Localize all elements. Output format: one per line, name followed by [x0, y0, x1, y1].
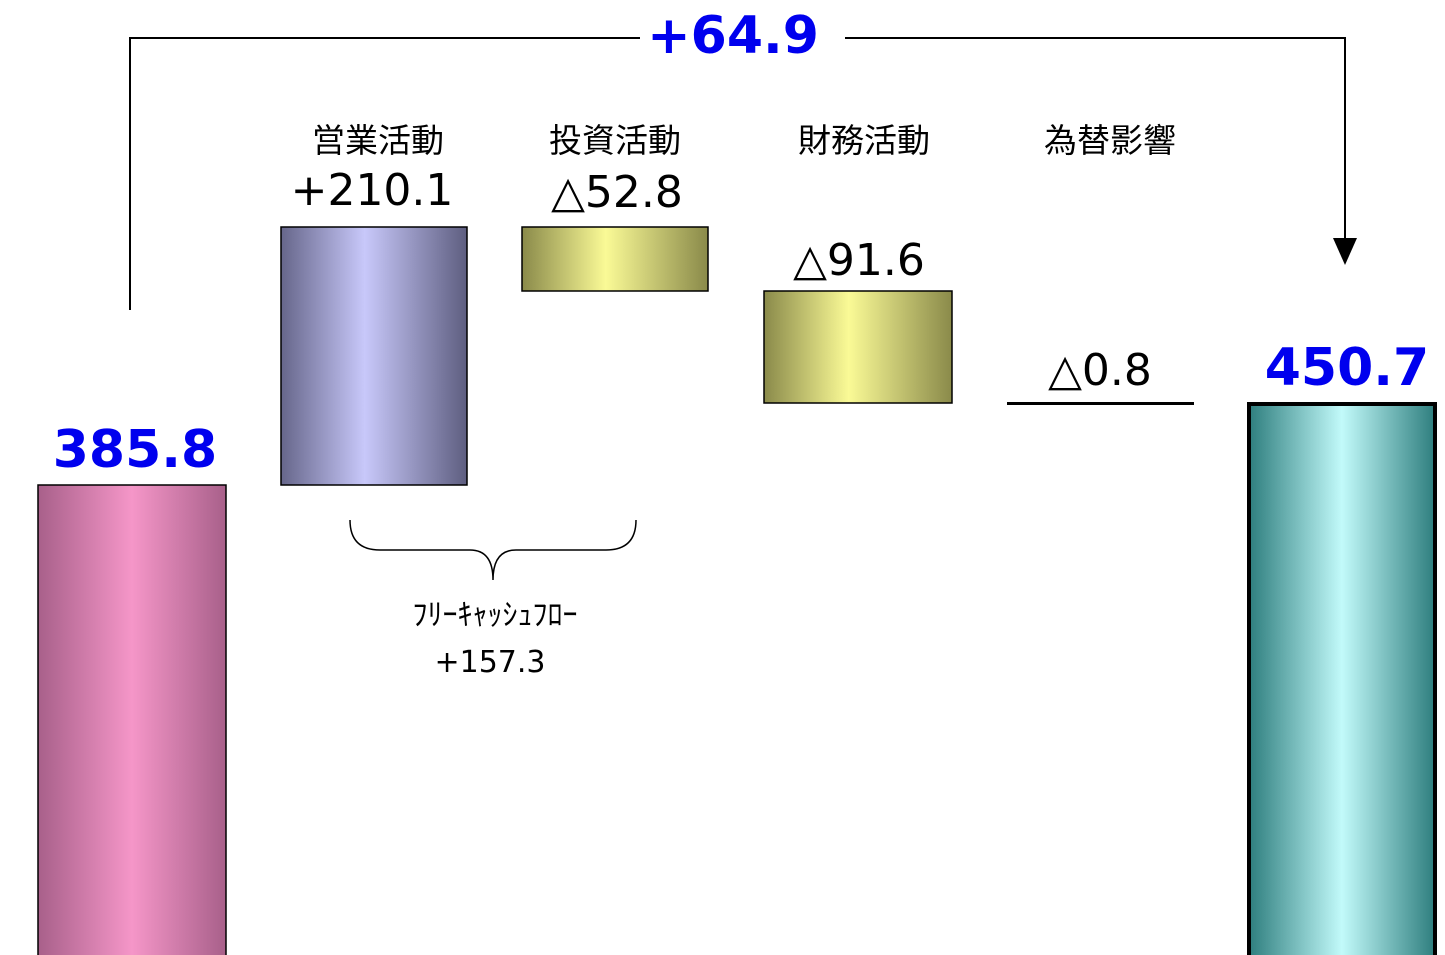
free-cash-flow-brace	[349, 519, 637, 581]
total-change-bracket	[129, 37, 1346, 310]
free-cash-flow-label: ﾌﾘｰｷｬｯｼｭﾌﾛｰ	[413, 598, 578, 633]
category-label-financing: 財務活動	[798, 121, 930, 160]
bar-operating	[280, 226, 468, 486]
bar-investing	[521, 226, 709, 292]
value-label-operating: +210.1	[291, 165, 454, 216]
value-label-fx: △0.8	[1048, 345, 1152, 396]
bar-financing	[763, 290, 953, 404]
bar-end	[1247, 402, 1437, 955]
end-value-label: 450.7	[1265, 338, 1429, 398]
category-label-operating: 営業活動	[312, 121, 444, 160]
category-label-investing: 投資活動	[549, 121, 681, 160]
arrow-down-icon	[1333, 238, 1357, 265]
bar-fx	[1007, 402, 1194, 405]
total-change-label: +64.9	[647, 6, 819, 66]
value-label-financing: △91.6	[793, 235, 925, 286]
free-cash-flow-value: +157.3	[434, 645, 545, 680]
category-label-fx: 為替影響	[1044, 121, 1176, 160]
bar-start	[37, 484, 227, 955]
start-value-label: 385.8	[53, 420, 217, 480]
value-label-investing: △52.8	[551, 167, 683, 218]
